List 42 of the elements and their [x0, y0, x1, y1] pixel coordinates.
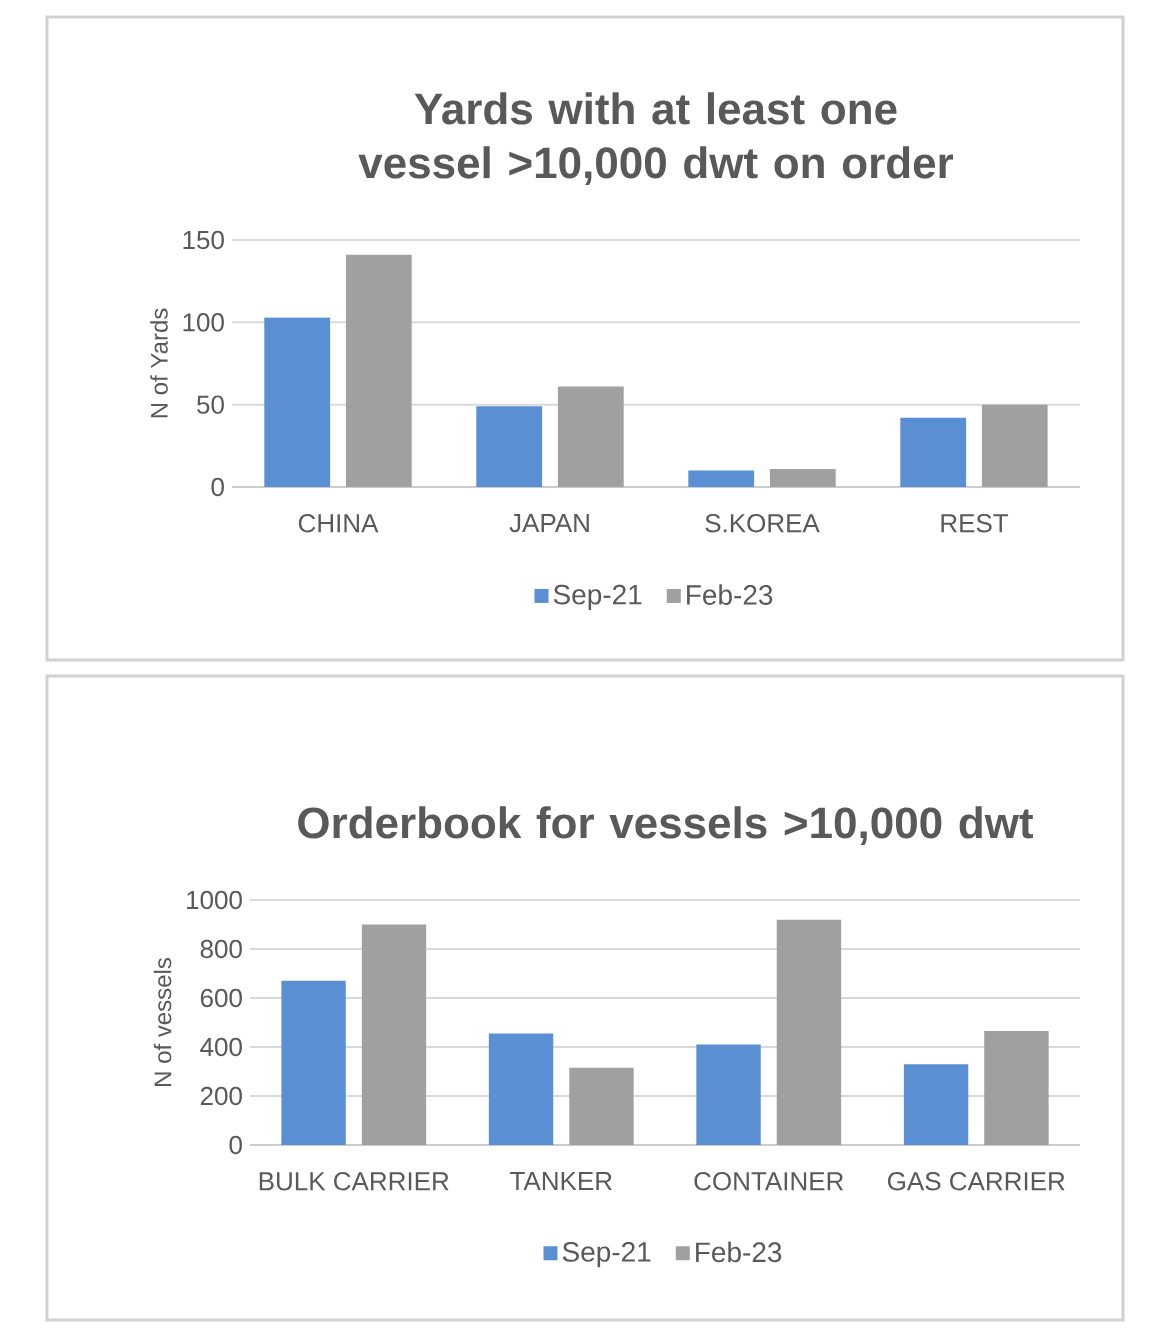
bar [900, 417, 967, 487]
legend-label: Feb-23 [687, 584, 773, 605]
y-tick-label: 0 [211, 477, 224, 497]
y-tick-label: 400 [200, 1037, 242, 1057]
x-tick-label: JAPAN [509, 514, 589, 533]
x-tick-label: CONTAINER [694, 1172, 844, 1191]
bar [984, 1031, 1049, 1145]
bar [688, 470, 755, 487]
y-tick-label: 100 [183, 313, 224, 332]
x-tick-label: BULK CARRIER [259, 1172, 449, 1191]
chart-title: Orderbook for vessels >10,000 dwt [298, 806, 1034, 845]
legend-label: Feb-23 [696, 1241, 782, 1263]
bar [903, 1064, 969, 1145]
bar [361, 924, 427, 1145]
chart-title: Yards with at least one vessel >10,000 dwt on order [358, 92, 954, 185]
y-tick-label: 600 [200, 988, 242, 1008]
y-tick-label: 200 [200, 1086, 242, 1106]
bar [769, 468, 836, 487]
x-tick-label: GAS CARRIER [887, 1172, 1065, 1191]
bar [776, 919, 842, 1145]
bar [569, 1067, 634, 1145]
x-tick-label: TANKER [510, 1172, 612, 1190]
x-tick-label: REST [941, 514, 1009, 533]
y-axis-title: N of vessels [153, 958, 172, 1086]
legend-label: Sep-21 [562, 1241, 651, 1268]
x-tick-label: CHINA [298, 514, 379, 533]
y-tick-label: 0 [229, 1135, 242, 1155]
bar [345, 254, 412, 487]
y-tick-label: 150 [183, 230, 224, 250]
bar [476, 406, 543, 487]
bar [281, 980, 346, 1145]
y-tick-label: 1000 [187, 890, 242, 910]
bar [488, 1033, 554, 1145]
legend-label: Sep-21 [553, 584, 642, 611]
y-tick-label: 50 [197, 395, 224, 414]
bar [981, 404, 1048, 487]
bar [696, 1044, 761, 1145]
x-tick-label: S.KOREA [705, 514, 820, 533]
bar [264, 317, 331, 487]
y-tick-label: 800 [200, 939, 242, 959]
bar [557, 386, 624, 487]
y-axis-title: N of Yards [150, 308, 168, 418]
